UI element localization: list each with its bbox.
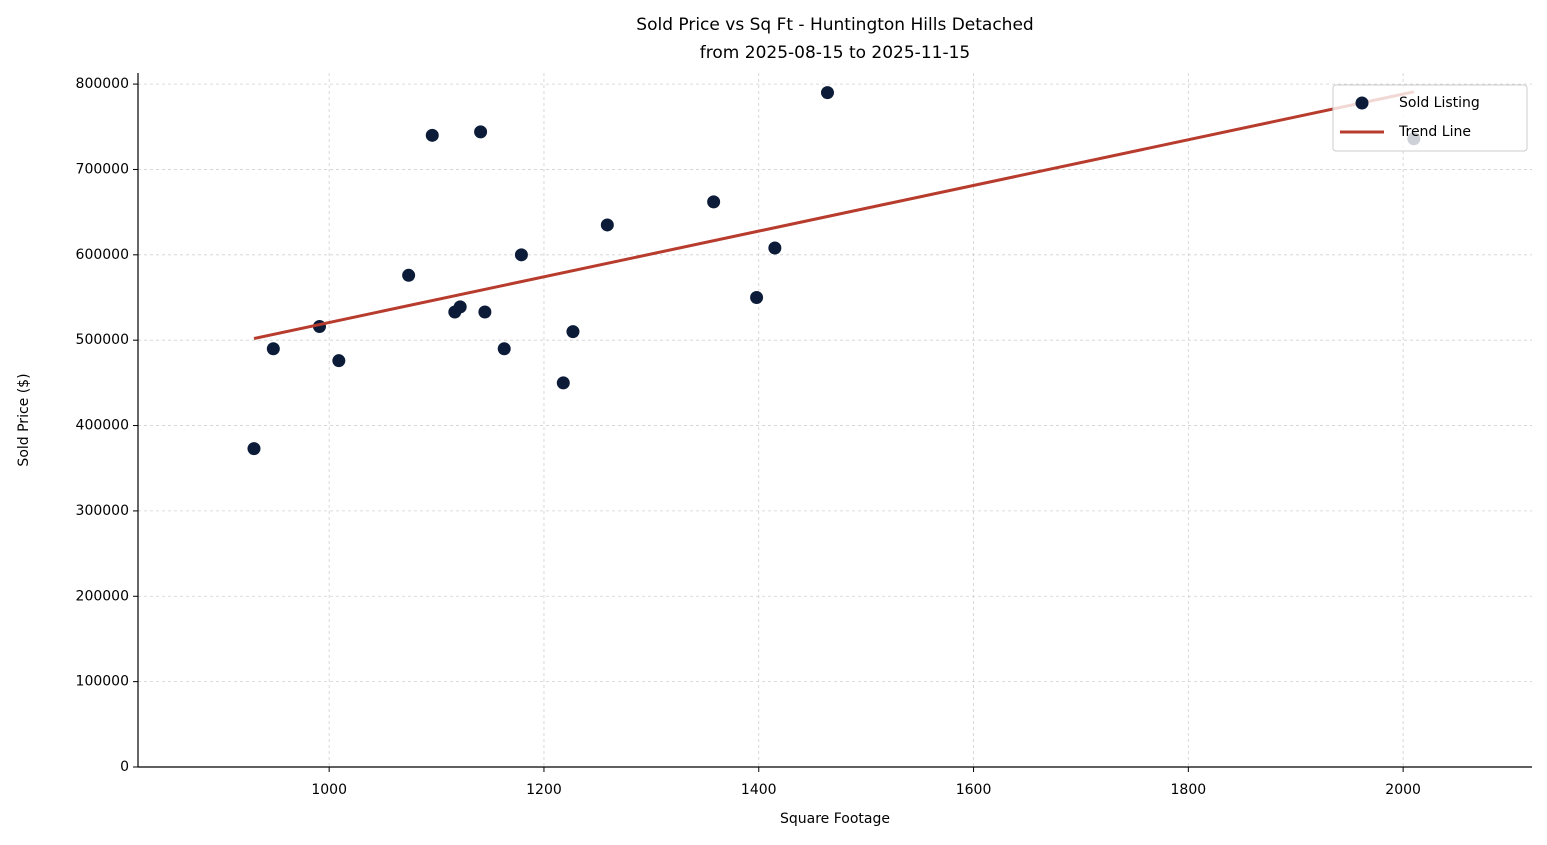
- x-tick-label: 2000: [1385, 782, 1421, 798]
- scatter-point: [768, 241, 782, 255]
- y-tick-label: 400000: [76, 418, 129, 434]
- x-tick-label: 1200: [526, 782, 562, 798]
- scatter-point: [514, 248, 528, 262]
- x-tick-label: 1800: [1171, 782, 1207, 798]
- scatter-point: [556, 376, 570, 390]
- x-tick-label: 1600: [956, 782, 992, 798]
- scatter-point: [332, 354, 346, 368]
- scatter-point: [402, 268, 416, 282]
- scatter-point: [474, 125, 488, 139]
- y-tick-label: 200000: [76, 588, 129, 604]
- scatter-point: [600, 218, 614, 232]
- legend-box: [1332, 84, 1528, 152]
- y-tick-label: 300000: [76, 503, 129, 519]
- scatter-point: [497, 342, 511, 356]
- x-axis-label: Square Footage: [780, 811, 890, 827]
- scatter-point: [707, 195, 721, 209]
- trend-line: [253, 90, 1415, 340]
- legend-swatch: [1355, 96, 1369, 110]
- y-tick-label: 0: [120, 759, 129, 775]
- legend-label: Trend Line: [1398, 124, 1471, 140]
- y-tick-label: 100000: [76, 674, 129, 690]
- y-tick-label: 700000: [76, 161, 129, 177]
- y-tick-label: 500000: [76, 332, 129, 348]
- y-tick-label: 600000: [76, 247, 129, 263]
- scatter-point: [425, 128, 439, 142]
- scatter-point: [820, 86, 834, 100]
- chart-title: Sold Price vs Sq Ft - Huntington Hills D…: [636, 15, 1033, 35]
- chart-subtitle: from 2025-08-15 to 2025-11-15: [700, 43, 970, 63]
- scatter-point: [247, 442, 261, 456]
- y-axis-label: Sold Price ($): [16, 373, 32, 466]
- scatter-point: [566, 325, 580, 339]
- scatter-point: [750, 291, 764, 305]
- legend-label: Sold Listing: [1399, 95, 1480, 111]
- scatter-point: [478, 305, 492, 319]
- scatter-point: [453, 300, 467, 314]
- y-tick-label: 800000: [76, 76, 129, 92]
- x-tick-label: 1400: [741, 782, 777, 798]
- scatter-point: [266, 342, 280, 356]
- x-tick-label: 1000: [311, 782, 347, 798]
